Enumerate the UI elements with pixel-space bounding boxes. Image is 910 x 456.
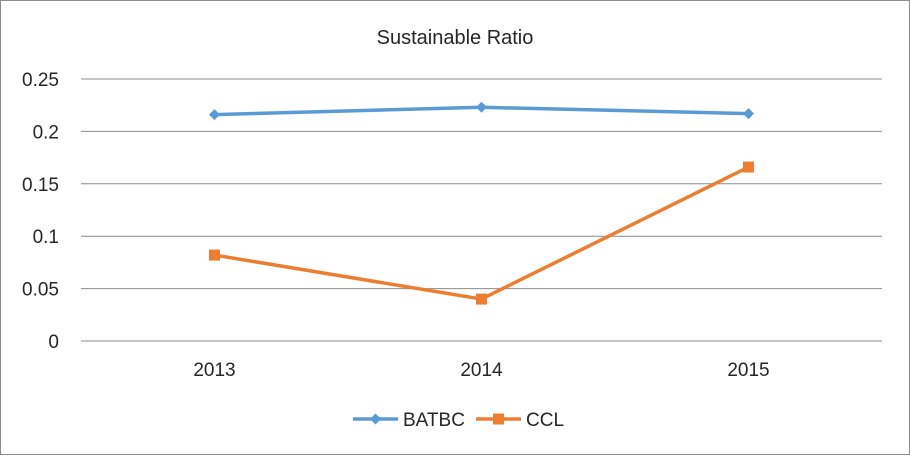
data-point [743,161,754,173]
series-ccl [209,161,754,305]
y-tick-label: 0.2 [33,122,59,143]
x-axis-ticks: 2013 2014 2015 [193,360,769,381]
y-tick-label: 0.1 [33,227,59,248]
gridlines [81,78,882,342]
legend: BATBC CCL [353,410,564,431]
data-point [209,249,220,261]
x-tick-label: 2014 [460,360,503,381]
data-point [370,413,381,425]
legend-item-batbc: BATBC [353,410,465,431]
data-point [476,293,487,305]
y-tick-label: 0.05 [22,280,59,301]
data-point [743,108,754,120]
legend-label: BATBC [403,410,465,431]
x-tick-label: 2013 [193,360,235,381]
y-tick-label: 0 [48,332,59,353]
series-line [214,165,750,301]
legend-item-ccl: CCL [476,410,564,431]
x-tick-label: 2015 [727,360,769,381]
y-tick-label: 0.15 [22,175,59,196]
data-point [493,413,504,425]
data-point [209,109,220,121]
chart-title: Sustainable Ratio [377,27,534,49]
y-axis-ticks: 0 0.05 0.1 0.15 0.2 0.25 [22,70,59,353]
series-group [209,101,754,305]
data-point [476,101,487,113]
legend-label: CCL [526,410,564,431]
series-batbc [209,101,754,121]
y-tick-label: 0.25 [22,70,59,91]
